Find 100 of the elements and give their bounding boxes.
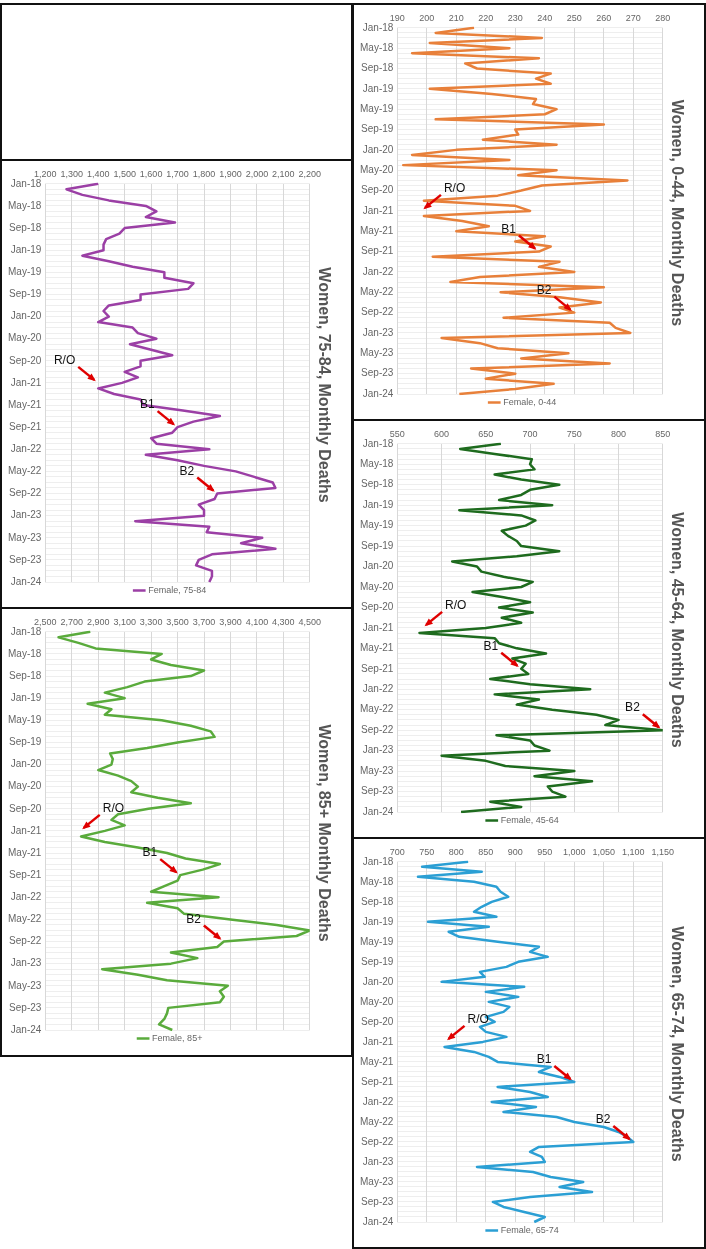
y-tick-label: Sep-21 [361, 245, 394, 257]
x-tick-label: 2,700 [60, 616, 84, 627]
y-tick-label: May-21 [359, 224, 394, 236]
x-tick-label: 4,500 [298, 616, 322, 627]
y-tick-label: Jan-24 [362, 1215, 394, 1227]
annotation: R/O [467, 1012, 489, 1027]
y-tick-label: Sep-22 [9, 487, 42, 499]
y-tick-label: May-19 [359, 935, 394, 947]
annotation: B1 [483, 639, 499, 654]
text: Women, 85+ Monthly Deaths [315, 724, 333, 942]
y-tick-label: Jan-22 [10, 891, 42, 903]
legend-label: Female, 45-64 [500, 814, 559, 825]
y-tick-label: May-19 [7, 714, 42, 726]
annotation: B1 [536, 1052, 552, 1067]
x-tick-label: 550 [389, 428, 405, 439]
x-tick-label: 1,050 [592, 846, 616, 857]
x-tick-label: 2,900 [86, 616, 110, 627]
y-tick-label: Jan-21 [362, 1035, 394, 1047]
y-tick-label: Sep-18 [9, 669, 42, 681]
annotation: B2 [595, 1112, 611, 1127]
y-tick-label: Sep-18 [361, 478, 394, 490]
x-tick-label: 2,200 [298, 168, 322, 179]
y-tick-label: Sep-19 [9, 288, 42, 300]
y-tick-label: Sep-23 [9, 553, 42, 565]
y-tick-label: Sep-19 [9, 736, 42, 748]
y-tick-label: Sep-20 [361, 601, 394, 613]
x-tick-label: 230 [507, 12, 523, 23]
x-tick-label: 700 [389, 846, 405, 857]
y-tick-label: Jan-20 [10, 310, 42, 322]
x-tick-label: 850 [655, 428, 671, 439]
y-tick-label: Sep-22 [9, 935, 42, 947]
y-tick-label: Jan-19 [10, 243, 42, 255]
x-tick-label: 270 [625, 12, 641, 23]
y-tick-label: May-21 [7, 846, 42, 858]
x-tick-label: 1,300 [60, 168, 84, 179]
text: Women, 0-44, Monthly Deaths [668, 99, 686, 327]
y-tick-label: Sep-20 [361, 184, 394, 196]
y-tick-label: May-23 [7, 531, 42, 543]
y-tick-label: Jan-22 [362, 1095, 394, 1107]
y-tick-label: Sep-20 [9, 354, 42, 366]
x-tick-label: 1,900 [219, 168, 242, 179]
x-tick-label: 1,000 [563, 846, 586, 857]
x-tick-label: 1,200 [34, 168, 57, 179]
legend-label: Female, 65-74 [500, 1224, 559, 1235]
x-tick-label: 4,100 [245, 616, 269, 627]
legend-label: Female, 75-84 [148, 584, 207, 595]
x-tick-label: 240 [537, 12, 553, 23]
x-tick-label: 800 [611, 428, 627, 439]
x-tick-label: 2,000 [245, 168, 269, 179]
x-tick-label: 2,500 [34, 616, 57, 627]
x-tick-label: 800 [448, 846, 464, 857]
y-tick-label: Jan-23 [362, 326, 394, 338]
y-tick-label: May-21 [359, 642, 394, 654]
y-tick-label: May-20 [359, 580, 394, 592]
y-tick-label: Sep-18 [361, 62, 394, 74]
y-tick-label: Jan-24 [362, 387, 394, 399]
x-tick-label: 600 [434, 428, 450, 439]
x-tick-label: 750 [419, 846, 435, 857]
y-tick-label: Sep-19 [361, 539, 394, 551]
y-tick-label: Jan-24 [10, 575, 42, 587]
y-tick-label: Sep-19 [361, 955, 394, 967]
y-tick-label: Jan-19 [10, 691, 42, 703]
y-tick-label: May-20 [359, 995, 394, 1007]
y-tick-label: Jan-19 [362, 498, 394, 510]
y-tick-label: Jan-24 [10, 1023, 42, 1035]
x-tick-label: 3,100 [113, 616, 136, 627]
y-tick-label: Jan-23 [362, 744, 394, 756]
y-tick-label: Sep-23 [361, 367, 394, 379]
y-tick-label: Jan-19 [362, 82, 394, 94]
x-tick-label: 1,800 [192, 168, 216, 179]
y-tick-label: May-19 [359, 102, 394, 114]
y-tick-label: May-18 [7, 199, 42, 211]
y-tick-label: Sep-18 [9, 221, 42, 233]
y-tick-label: Jan-21 [10, 824, 42, 836]
x-tick-label: 210 [448, 12, 464, 23]
x-tick-label: 250 [566, 12, 582, 23]
y-tick-label: May-19 [359, 519, 394, 531]
y-tick-label: Jan-22 [10, 443, 42, 455]
y-tick-label: Sep-18 [361, 895, 394, 907]
y-tick-label: May-22 [359, 286, 394, 298]
y-tick-label: May-23 [7, 979, 42, 991]
y-tick-label: Sep-21 [361, 662, 394, 674]
y-tick-label: Sep-23 [361, 1195, 394, 1207]
x-tick-label: 850 [478, 846, 494, 857]
x-tick-label: 950 [537, 846, 553, 857]
legend-label: Female, 0-44 [503, 396, 557, 407]
text: Women, 75-84, Monthly Deaths [315, 267, 333, 503]
y-tick-label: Jan-18 [362, 855, 394, 867]
text: Women, 45-64, Monthly Deaths [668, 512, 686, 748]
x-tick-label: 3,700 [192, 616, 216, 627]
y-tick-label: Sep-23 [9, 1001, 42, 1013]
annotation: B2 [179, 463, 195, 478]
y-tick-label: May-23 [359, 347, 394, 359]
y-tick-label: Sep-19 [361, 123, 394, 135]
x-tick-label: 220 [478, 12, 494, 23]
y-tick-label: Sep-21 [361, 1075, 394, 1087]
annotation: R/O [445, 598, 467, 613]
y-tick-label: May-18 [359, 458, 394, 470]
y-tick-label: Jan-18 [10, 177, 42, 189]
y-tick-label: Sep-23 [361, 785, 394, 797]
